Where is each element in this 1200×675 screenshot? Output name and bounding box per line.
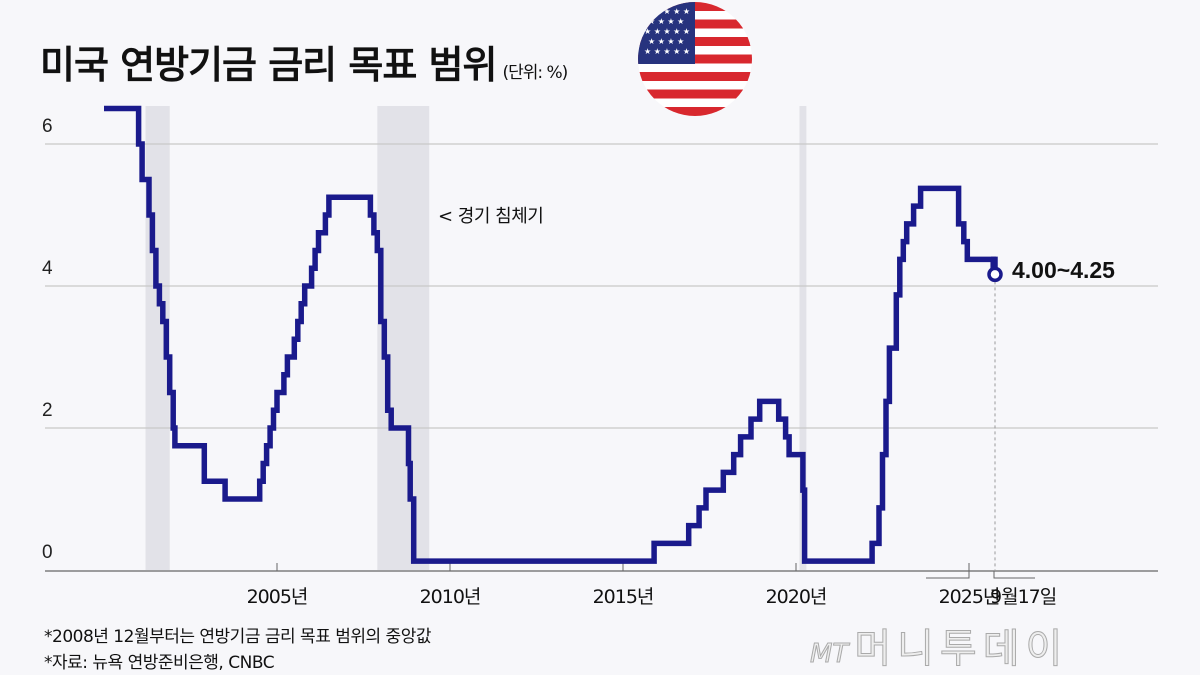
recession-band <box>799 106 807 570</box>
watermark-name: 머니투데이 <box>854 626 1069 673</box>
svg-text:★ ★ ★ ★: ★ ★ ★ ★ <box>648 37 684 46</box>
page-title: 미국 연방기금 금리 목표 범위 (단위: %) <box>40 34 568 89</box>
x-tick-label: 2020년 <box>766 586 827 608</box>
y-tick-label: 0 <box>42 542 53 563</box>
x-tick-label: 2015년 <box>593 586 654 608</box>
rate-line <box>104 105 996 564</box>
bracket-2025 <box>926 563 970 579</box>
watermark-mt: MT <box>809 639 849 670</box>
svg-text:★ ★ ★ ★ ★: ★ ★ ★ ★ ★ <box>644 47 690 56</box>
svg-text:★ ★ ★ ★: ★ ★ ★ ★ <box>648 17 684 26</box>
latest-point-marker <box>987 266 1003 283</box>
svg-text:★ ★ ★ ★ ★: ★ ★ ★ ★ ★ <box>644 27 690 36</box>
bracket-latest <box>993 571 1035 579</box>
chart-title: 미국 연방기금 금리 목표 범위 <box>40 43 497 87</box>
y-tick-label: 2 <box>42 400 53 421</box>
us-flag-icon: ★ ★ ★ ★ ★★ ★ ★ ★★ ★ ★ ★ ★ ★ ★ ★ ★★ ★ ★ ★… <box>638 2 752 116</box>
latest-value-label: 4.00~4.25 <box>1012 257 1115 283</box>
svg-text:★ ★ ★ ★ ★: ★ ★ ★ ★ ★ <box>644 7 690 16</box>
latest-date-label: 9월17일 <box>990 586 1056 608</box>
recession-label: < 경기 침체기 <box>438 206 543 227</box>
unit-label: (단위: %) <box>502 63 568 83</box>
x-tick-label: 2010년 <box>420 586 481 608</box>
footnote-median: *2008년 12월부터는 연방기금 금리 목표 범위의 중앙값 <box>44 627 431 647</box>
x-tick-label: 2005년 <box>247 586 308 608</box>
y-tick-label: 6 <box>42 116 53 137</box>
y-tick-label: 4 <box>42 258 53 279</box>
footnote-source: *자료: 뉴욕 연방준비은행, CNBC <box>44 653 275 673</box>
watermark-logo: MT 머니투데이 <box>809 616 1069 674</box>
x-tick-label: 2025년 <box>939 586 1000 608</box>
